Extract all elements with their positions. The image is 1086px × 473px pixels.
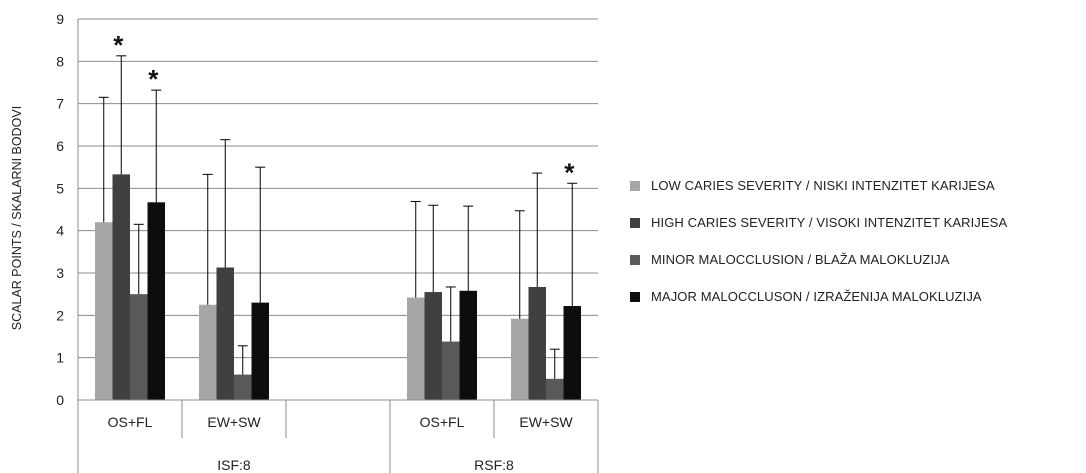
bar (234, 374, 252, 400)
bar (407, 297, 425, 400)
y-tick-label: 2 (56, 307, 64, 323)
x-tick-label: EW+SW (207, 414, 261, 430)
y-tick-label: 8 (56, 53, 64, 69)
legend-label: LOW CARIES SEVERITY / NISKI INTENZITET K… (651, 178, 995, 193)
bar (424, 292, 442, 400)
legend: LOW CARIES SEVERITY / NISKI INTENZITET K… (630, 178, 1007, 326)
y-tick-label: 1 (56, 350, 64, 366)
significance-asterisk: * (148, 64, 159, 94)
bar-chart: 0 1 2 3 4 5 6 7 8 9 * * * OS+FL EW+SW OS+FL EW+SW ISF:8… (10, 11, 599, 473)
x-group-label: RSF:8 (474, 457, 514, 473)
x-tick-label: OS+FL (108, 414, 153, 430)
x-tick-label: OS+FL (420, 414, 465, 430)
annotations: * * * (113, 30, 575, 187)
legend-item: HIGH CARIES SEVERITY / VISOKI INTENZITET… (630, 215, 1007, 230)
bars (95, 174, 581, 400)
bar (216, 267, 234, 400)
y-tick-label: 3 (56, 265, 64, 281)
bar (528, 286, 546, 400)
y-axis-ticks: 0 1 2 3 4 5 6 7 8 9 (56, 11, 64, 408)
legend-swatch (630, 180, 640, 191)
legend-swatch (630, 291, 640, 302)
y-tick-label: 0 (56, 392, 64, 408)
significance-asterisk: * (113, 30, 124, 60)
legend-item: MAJOR MALOCCLUSON / IZRAŽENIJA MALOKLUZI… (630, 289, 1007, 304)
y-tick-label: 9 (56, 11, 64, 27)
y-tick-label: 5 (56, 180, 64, 196)
bar (442, 341, 460, 400)
significance-asterisk: * (564, 157, 575, 187)
y-axis-label: SCALAR POINTS / SKALARNI BODOVI (10, 106, 24, 330)
y-tick-label: 6 (56, 138, 64, 154)
legend-label: MAJOR MALOCCLUSON / IZRAŽENIJA MALOKLUZI… (651, 289, 982, 304)
legend-swatch (630, 254, 640, 265)
legend-item: LOW CARIES SEVERITY / NISKI INTENZITET K… (630, 178, 1007, 193)
bar (130, 294, 148, 400)
x-axis: OS+FL EW+SW OS+FL EW+SW ISF:8 RSF:8 (77, 399, 599, 473)
bar (199, 304, 217, 400)
legend-item: MINOR MALOCCLUSION / BLAŽA MALOKLUZIJA (630, 252, 1007, 267)
legend-label: HIGH CARIES SEVERITY / VISOKI INTENZITET… (651, 215, 1008, 230)
bar (112, 174, 130, 400)
x-tick-label: EW+SW (519, 414, 573, 430)
bar (147, 202, 165, 400)
error-bars (98, 55, 578, 379)
bar (511, 318, 529, 400)
x-group-label: ISF:8 (217, 457, 251, 473)
y-tick-label: 4 (56, 223, 64, 239)
legend-swatch (630, 217, 640, 228)
bar (95, 222, 113, 400)
legend-label: MINOR MALOCCLUSION / BLAŽA MALOKLUZIJA (651, 252, 950, 267)
bar (563, 306, 581, 400)
y-tick-label: 7 (56, 96, 64, 112)
bar (251, 302, 269, 400)
bar (546, 378, 564, 400)
bar (459, 290, 477, 400)
